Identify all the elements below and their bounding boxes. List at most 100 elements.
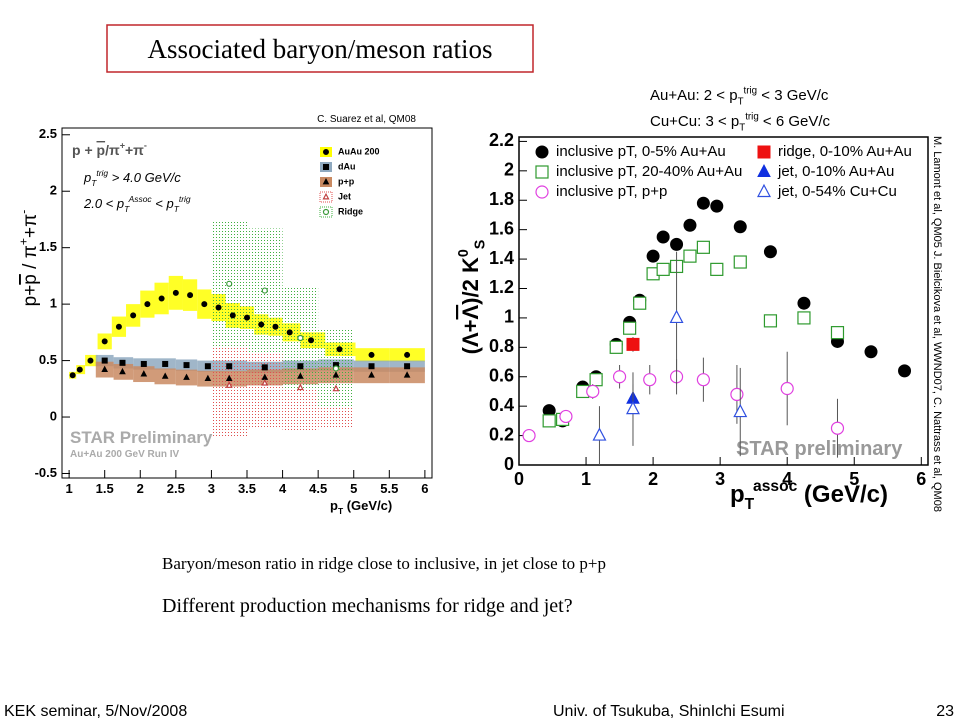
marker [683,249,697,263]
marker [101,365,109,372]
y-axis-label-part: 0 [456,249,472,257]
header-part: T [739,123,745,134]
y-tick-label: 2 [504,160,514,180]
annotation-part: Assoc [128,194,153,204]
marker [670,237,684,251]
y-axis-label-part: +π [20,214,41,238]
marker [535,145,549,159]
marker [733,220,747,234]
marker [225,381,233,388]
x-axis-label-part: (GeV/c) [797,481,888,508]
y-tick-label: 1.8 [489,189,514,209]
marker [656,262,670,276]
page-number: 23 [936,703,954,720]
marker [797,311,811,325]
marker [710,199,724,213]
marker [204,363,211,370]
marker [322,178,330,185]
marker [830,326,845,340]
marker [368,371,375,378]
marker [258,321,265,328]
y-axis-label-part: p [20,274,41,285]
marker [336,346,343,353]
y-tick-label: 2.2 [489,130,514,150]
marker [183,373,190,380]
marker [710,262,724,276]
slide-title: Associated baryon/meson ratios [148,34,493,64]
legend-title-part: p [97,142,106,158]
marker [158,295,165,302]
marker [763,314,778,328]
y-tick-label: 2.5 [39,126,57,141]
watermark-sub: Au+Au 200 GeV Run IV [70,449,180,460]
marker [140,360,147,367]
x-tick-label: 3 [715,469,725,489]
marker [368,351,375,358]
marker [780,381,794,396]
y-tick-label: 2 [50,183,57,198]
marker [368,363,375,370]
marker [609,340,623,354]
marker [589,373,603,387]
marker [323,149,329,155]
marker [76,366,83,373]
marker [261,364,268,371]
legend-title-part: p + [72,142,97,158]
marker [332,365,340,372]
marker [183,362,190,369]
marker [757,183,771,198]
x-tick-label: 5 [350,481,357,496]
x-tick-label: 2.5 [167,481,185,496]
marker [101,338,108,345]
y-tick-label: 0.5 [39,352,57,367]
y-tick-label: 1.4 [489,248,514,268]
annotation-part: T [91,178,97,188]
marker [592,427,607,441]
y-tick-label: 1.5 [39,239,57,254]
marker [830,421,845,435]
watermark: STAR preliminary [736,438,903,460]
marker [322,192,330,200]
header-part: < 6 GeV/c [759,113,831,130]
x-axis-label-part: T [745,496,755,513]
legend-label: inclusive pT, p+p [556,183,667,200]
x-tick-label: 5 [849,469,859,489]
marker [261,378,269,386]
x-axis-label-part: assoc [753,478,798,495]
marker [626,337,640,351]
marker [864,345,878,359]
x-axis-label-part: p [330,498,338,513]
marker [286,329,293,336]
legend-title-part: + [120,141,125,151]
marker [403,371,411,378]
legend-label: AuAu 200 [338,146,380,156]
header: Cu+Cu: 3 < pTtrig < 6 GeV/c [650,111,831,133]
marker [404,351,411,358]
marker [297,372,304,379]
x-tick-label: 2 [137,481,144,496]
x-tick-label: 6 [916,469,926,489]
y-axis-label: p+p / π++π- [16,210,41,307]
x-tick-label: 3 [208,481,215,496]
legend-label: ridge, 0-10% Au+Au [778,143,912,160]
question: Different production mechanisms for ridg… [162,595,573,617]
marker [87,357,94,364]
x-tick-label: 4.5 [309,481,327,496]
x-axis-label-part: p [730,481,745,508]
legend-title-part: /π [105,142,120,158]
annotation: pTtrig > 4.0 GeV/c [83,168,181,188]
marker [559,409,573,424]
marker [297,363,304,370]
x-tick-label: 0 [514,469,524,489]
marker [586,384,600,399]
side-note: M. Lamont et al, QM05 J. Bielcikova et a… [931,136,943,512]
marker [898,364,912,378]
x-tick-label: 5.5 [380,481,398,496]
annotation-part: < p [152,196,174,211]
marker [646,249,660,263]
legend-label: dAu [338,161,356,171]
marker [226,280,233,287]
marker [612,370,627,384]
